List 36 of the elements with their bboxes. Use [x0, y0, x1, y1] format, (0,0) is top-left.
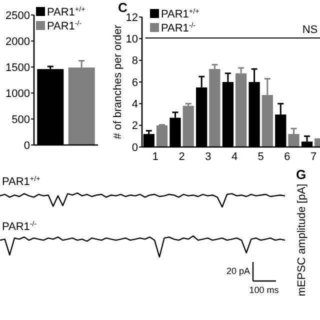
y-tick-label: 12	[126, 12, 138, 24]
chart-title: C	[118, 0, 128, 15]
x-tick-label: 6	[284, 151, 290, 163]
x-tick-label: 2	[178, 151, 185, 163]
text: 100 ms	[249, 285, 280, 295]
x-tick-label: 5	[258, 151, 264, 163]
text: 20 pA	[226, 266, 250, 276]
y-tick-label: 500	[12, 114, 30, 126]
x-tick-label: 3	[205, 151, 212, 163]
legend-label: PAR1$^{+/+}$	[47, 6, 86, 18]
y-tick-label: 2000	[6, 36, 30, 48]
text: G	[296, 167, 306, 182]
chart-title: PAR1$^{+/+}$	[2, 175, 40, 188]
text: mEPSC amplitude [pA]	[296, 184, 308, 296]
legend-label: PAR1$^{-/-}$	[161, 22, 196, 34]
legend-label: PAR1$^{+/+}$	[161, 8, 200, 20]
y-tick-label: 6	[132, 76, 138, 89]
y-tick-label: 1000	[6, 88, 30, 100]
bar	[182, 106, 194, 147]
bar	[156, 125, 168, 147]
y-tick-label: 0	[132, 142, 138, 154]
y-tick-label: 2	[132, 120, 138, 132]
x-tick-label: 1	[152, 151, 159, 163]
y-tick-label: 1500	[6, 62, 30, 74]
legend-label: PAR1$^{-/-}$	[47, 20, 82, 32]
y-tick-label: 10	[126, 34, 138, 46]
x-tick-label: 7	[310, 151, 317, 163]
y-tick-label: 2500	[6, 10, 30, 22]
annotation: NS	[302, 24, 318, 36]
x-tick-label: 4	[231, 151, 238, 163]
y-tick-label: 4	[132, 98, 138, 111]
chart-title: PAR1$^{-/-}$	[2, 220, 38, 233]
y-axis-title: # of branches per order	[112, 24, 124, 140]
y-tick-label: 8	[132, 55, 138, 68]
y-tick-label: 0	[24, 140, 30, 152]
bar	[209, 69, 220, 147]
